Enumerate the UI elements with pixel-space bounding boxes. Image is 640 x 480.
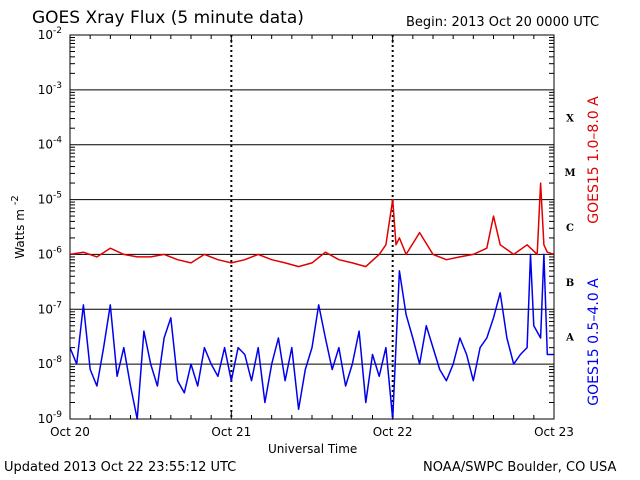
x-tick-label: Oct 20 (50, 425, 90, 439)
flare-class-label: B (566, 278, 574, 289)
chart-title: GOES Xray Flux (5 minute data) (32, 8, 304, 28)
updated-timestamp: Updated 2013 Oct 22 23:55:12 UTC (4, 460, 237, 475)
plot-frame (69, 34, 555, 420)
y-tick-label: 10-3 (38, 81, 62, 97)
y-tick-label: 10-8 (38, 355, 63, 371)
flare-class-label: C (566, 223, 574, 234)
y-tick-label: 10-5 (38, 191, 62, 207)
flare-class-label: M (564, 168, 575, 179)
x-tick-label: Oct 23 (534, 425, 574, 439)
legend-short-channel: GOES15 0.5–4.0 A (586, 278, 602, 406)
y-tick-label: 10-9 (38, 410, 63, 426)
flare-class-label: A (565, 333, 574, 344)
y-tick-label: 10-7 (38, 300, 62, 316)
x-tick-label: Oct 21 (211, 425, 251, 439)
y-tick-labels: 10-9 10-8 10-7 10-6 10-5 10-4 10-3 10-2 (38, 26, 63, 426)
credit-label: NOAA/SWPC Boulder, CO USA (423, 460, 617, 475)
y-axis-label: Watts m -2 (10, 195, 27, 258)
legend-long-channel: GOES15 1.0–8.0 A (586, 96, 602, 224)
y-tick-label: 10-2 (38, 26, 62, 42)
flare-class-labels: A B C M X (564, 113, 575, 343)
y-axis-label-text: Watts m (13, 209, 27, 259)
y-tick-label: 10-6 (38, 245, 63, 261)
series-long-channel-line (69, 182, 555, 268)
x-axis-label: Universal Time (268, 442, 358, 456)
series-group (69, 182, 555, 420)
flare-class-label: X (566, 113, 574, 124)
series-short-channel-line (69, 253, 554, 420)
plot-area (70, 35, 554, 419)
x-tick-label: Oct 22 (373, 425, 413, 439)
y-tick-label: 10-4 (38, 136, 63, 152)
y-axis-label-exponent: -2 (10, 195, 21, 205)
x-tick-labels: Oct 20 Oct 21 Oct 22 Oct 23 (50, 425, 574, 439)
begin-time-label: Begin: 2013 Oct 20 0000 UTC (406, 15, 600, 30)
